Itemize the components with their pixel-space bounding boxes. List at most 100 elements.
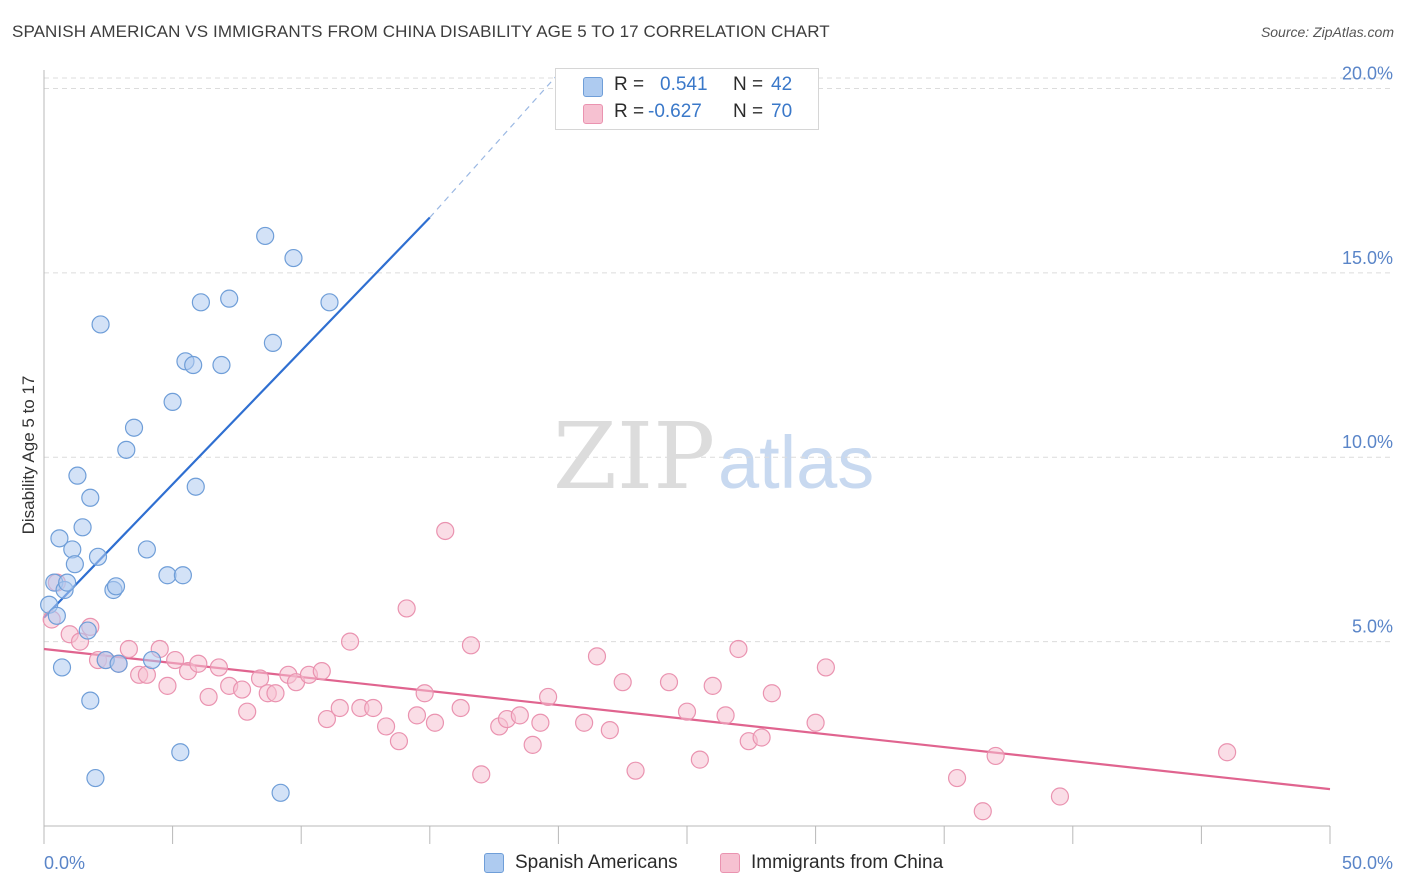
y-tick-label: 15.0% <box>1342 248 1393 268</box>
point-immigrant-china <box>266 684 285 703</box>
point-immigrant-china <box>626 761 645 780</box>
source-label: Source: ZipAtlas.com <box>1260 24 1394 40</box>
legend-r-value: 0.541 <box>660 74 708 95</box>
point-immigrant-china <box>199 687 218 707</box>
point-spanish-american <box>73 518 92 537</box>
point-immigrant-china <box>238 702 257 721</box>
legend-swatch-blue <box>583 77 603 97</box>
point-spanish-american <box>142 650 162 670</box>
y-axis-title: Disability Age 5 to 17 <box>19 376 38 535</box>
point-immigrant-china <box>986 746 1005 766</box>
point-immigrant-china <box>119 639 138 659</box>
point-spanish-american <box>47 606 66 625</box>
point-immigrant-china <box>330 698 349 718</box>
point-spanish-american <box>124 418 144 437</box>
trend-line-spanish-americans-extension <box>429 73 559 218</box>
point-immigrant-china <box>436 521 455 541</box>
point-spanish-american <box>284 248 303 268</box>
correlation-legend: R = 0.541 N = 42 R = -0.627 N = 70 <box>555 68 819 130</box>
point-spanish-american <box>212 355 231 375</box>
point-immigrant-china <box>659 673 679 692</box>
point-spanish-american <box>81 691 100 710</box>
y-tick-label: 20.0% <box>1342 63 1393 83</box>
point-immigrant-china <box>575 713 594 732</box>
point-immigrant-china <box>158 676 177 695</box>
point-immigrant-china <box>364 698 383 718</box>
point-immigrant-china <box>531 713 550 732</box>
point-spanish-american <box>171 743 190 762</box>
bottom-legend-label: Spanish Americans <box>515 852 678 873</box>
point-immigrant-china <box>613 673 632 692</box>
point-immigrant-china <box>600 721 619 740</box>
point-immigrant-china <box>407 706 427 725</box>
trend-line-spanish-americans <box>43 216 431 619</box>
point-spanish-american <box>78 621 97 640</box>
point-immigrant-china <box>166 650 185 670</box>
y-tick-label: 10.0% <box>1342 432 1393 452</box>
point-immigrant-china <box>312 662 331 681</box>
axis-labels: 5.0% 10.0% 15.0% 20.0% 0.0% 50.0% Disability A… <box>19 63 1393 873</box>
point-immigrant-china <box>690 750 709 769</box>
point-spanish-american <box>109 654 128 673</box>
watermark-atlas: atlas <box>718 421 874 504</box>
point-immigrant-china <box>1050 787 1070 806</box>
point-immigrant-china <box>461 636 481 655</box>
point-immigrant-china <box>716 706 735 725</box>
point-spanish-american <box>65 555 84 574</box>
point-immigrant-china <box>389 732 409 751</box>
watermark: ZIP atlas <box>553 403 874 510</box>
point-immigrant-china <box>510 706 529 725</box>
point-immigrant-china <box>947 768 967 788</box>
chart-title: SPANISH AMERICAN VS IMMIGRANTS FROM CHIN… <box>12 22 830 41</box>
point-immigrant-china <box>397 599 416 618</box>
point-immigrant-china <box>415 684 434 703</box>
point-immigrant-china <box>806 713 825 732</box>
data-points <box>40 226 1237 821</box>
point-spanish-american <box>184 355 203 375</box>
point-spanish-american <box>58 573 77 592</box>
point-immigrant-china <box>973 802 992 821</box>
legend-n-value: 42 <box>771 74 793 95</box>
bottom-legend-label: Immigrants from China <box>751 852 944 873</box>
point-spanish-american <box>173 566 192 585</box>
point-spanish-american <box>256 226 275 246</box>
bottom-legend-swatch-pink <box>720 853 740 873</box>
legend-r-value: -0.627 <box>648 101 702 122</box>
point-spanish-american <box>117 440 136 459</box>
point-immigrant-china <box>189 654 208 673</box>
point-spanish-american <box>320 293 339 312</box>
y-tick-label: 5.0% <box>1352 617 1393 637</box>
point-spanish-american <box>86 768 105 788</box>
legend-n-value: 70 <box>771 101 793 122</box>
point-immigrant-china <box>376 717 396 736</box>
point-spanish-american <box>220 289 239 308</box>
legend-n-label: N = <box>733 74 764 95</box>
grid <box>44 77 1394 643</box>
point-immigrant-china <box>451 698 470 718</box>
point-immigrant-china <box>677 702 697 721</box>
point-immigrant-china <box>472 765 491 784</box>
point-spanish-american <box>50 529 69 548</box>
point-immigrant-china <box>250 669 270 688</box>
point-immigrant-china <box>209 658 228 677</box>
point-spanish-american <box>163 392 182 412</box>
point-immigrant-china <box>232 680 252 699</box>
point-immigrant-china <box>762 684 781 703</box>
point-spanish-american <box>106 577 126 596</box>
point-spanish-american <box>263 333 283 352</box>
point-immigrant-china <box>425 713 445 732</box>
point-spanish-american <box>68 466 87 485</box>
point-immigrant-china <box>703 676 722 695</box>
point-spanish-american <box>88 547 108 566</box>
legend-n-label: N = <box>733 101 764 122</box>
point-immigrant-china <box>539 687 558 707</box>
point-spanish-american <box>271 783 290 802</box>
legend-swatch-pink <box>583 104 603 124</box>
point-spanish-american <box>81 488 100 507</box>
point-immigrant-china <box>317 709 337 729</box>
point-spanish-american <box>158 566 177 585</box>
x-tick-label-min: 0.0% <box>44 853 85 873</box>
point-immigrant-china <box>340 632 360 651</box>
legend-r-label: R = <box>614 74 645 95</box>
